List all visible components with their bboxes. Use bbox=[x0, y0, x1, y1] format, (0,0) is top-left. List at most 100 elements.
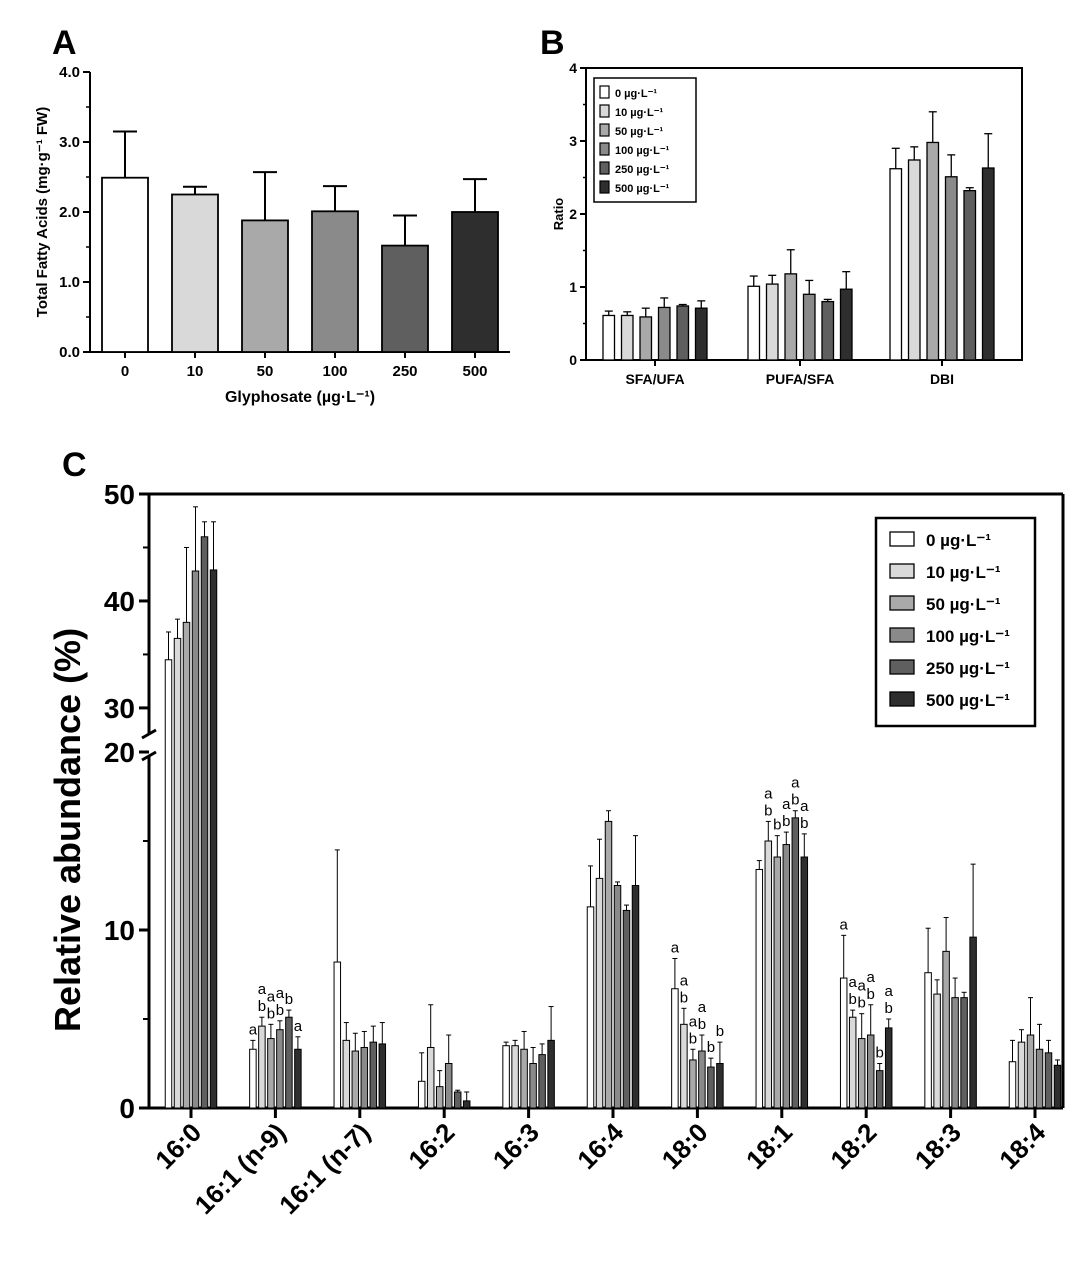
panel-c-bar bbox=[360, 1046, 369, 1109]
panel-c-x-tick-label: 18:4 bbox=[993, 1117, 1051, 1175]
panel-c-significance-letter: b bbox=[707, 1039, 715, 1056]
panel-b-x-tick-label: SFA/UFA bbox=[625, 371, 684, 387]
panel-c-significance-letter: b bbox=[800, 815, 808, 832]
panel-c-bar bbox=[595, 877, 604, 1109]
panel-c-x-tick-label: 16:1 (n-9) bbox=[189, 1117, 292, 1220]
panel-c-legend-label: 250 µg·L⁻¹ bbox=[926, 659, 1010, 678]
panel-c-significance-letter: a bbox=[782, 796, 791, 813]
panel-c-significance-letter: b bbox=[680, 989, 688, 1006]
panel-c-bar bbox=[209, 569, 218, 1109]
panel-c-bar bbox=[267, 1038, 275, 1109]
panel-c-bar bbox=[342, 1039, 351, 1109]
panel-c-x-tick-label: 18:0 bbox=[656, 1117, 714, 1175]
panel-a-bar bbox=[451, 211, 499, 353]
panel-c-x-tick-label: 18:2 bbox=[824, 1117, 882, 1175]
panel-c-legend-swatch bbox=[889, 563, 915, 579]
panel-c-significance-letter: a bbox=[258, 981, 267, 998]
panel-c-y-tick-label: 40 bbox=[104, 586, 135, 617]
panel-b-legend-label: 10 µg·L⁻¹ bbox=[615, 107, 664, 119]
panel-c-bar bbox=[755, 868, 764, 1109]
panel-c-significance-letter: b bbox=[267, 1005, 275, 1022]
panel-b-y-tick-label: 2 bbox=[569, 206, 577, 222]
panel-b-bar bbox=[926, 141, 940, 361]
panel-c-legend-label: 0 µg·L⁻¹ bbox=[926, 531, 991, 550]
panel-b-bar bbox=[765, 283, 779, 361]
panel-c-bar bbox=[435, 1086, 444, 1109]
panel-c-bar bbox=[924, 972, 932, 1109]
panel-b-bar bbox=[657, 306, 671, 361]
panel-b-bar bbox=[620, 314, 634, 361]
panel-c-legend-label: 50 µg·L⁻¹ bbox=[926, 595, 1001, 614]
panel-a-x-axis-label: Glyphosate (µg·L⁻¹) bbox=[225, 389, 375, 406]
panel-a-x-tick-label: 50 bbox=[257, 363, 274, 380]
panel-c-bar bbox=[333, 961, 342, 1109]
panel-b-legend-label: 250 µg·L⁻¹ bbox=[615, 164, 670, 176]
panel-c-bar bbox=[698, 1050, 706, 1109]
panel-c-significance-letter: b bbox=[782, 813, 790, 830]
panel-c-bar bbox=[613, 885, 622, 1109]
panel-c-bar bbox=[285, 1016, 293, 1109]
panel-c-significance-letter: a bbox=[680, 972, 689, 989]
panel-b-legend-swatch bbox=[599, 180, 610, 194]
panel-c-bar bbox=[969, 936, 977, 1109]
panel-c-y-tick-label: 10 bbox=[104, 915, 135, 946]
panel-a-y-tick-label: 4.0 bbox=[59, 64, 80, 81]
panel-c-bar bbox=[173, 637, 182, 1109]
panel-c-significance-letter: b bbox=[698, 1016, 706, 1033]
panel-c-significance-letter: b bbox=[885, 1000, 893, 1017]
panel-a-bar bbox=[381, 244, 429, 353]
panel-c-bar bbox=[258, 1025, 266, 1109]
panel-c-axis-break-mark bbox=[141, 750, 157, 762]
panel-b-legend-swatch bbox=[599, 123, 610, 137]
panel-c-bar bbox=[716, 1063, 724, 1109]
panel-c-label: C bbox=[62, 446, 87, 484]
panel-c-bar bbox=[191, 570, 200, 1109]
panel-c-bar bbox=[502, 1045, 510, 1109]
panel-c-significance-letter: a bbox=[885, 983, 894, 1000]
panel-c-bar bbox=[942, 950, 950, 1109]
panel-c-x-tick-label: 18:1 bbox=[740, 1117, 798, 1175]
panel-a-bar bbox=[241, 219, 289, 353]
panel-c-x-tick-label: 16:1 (n-7) bbox=[273, 1117, 376, 1220]
panel-c-bar bbox=[839, 977, 848, 1109]
panel-c-legend-label: 500 µg·L⁻¹ bbox=[926, 691, 1010, 710]
panel-c-significance-letter: a bbox=[698, 999, 707, 1016]
panel-c-legend-swatch bbox=[889, 531, 915, 547]
panel-c-bar bbox=[426, 1046, 435, 1109]
panel-a-y-tick-label: 1.0 bbox=[59, 274, 80, 291]
panel-c-significance-letter: b bbox=[258, 998, 266, 1015]
panel-c-bar bbox=[417, 1080, 426, 1109]
panel-c-significance-letter: a bbox=[689, 1013, 698, 1030]
panel-c-bar bbox=[369, 1041, 378, 1109]
panel-b-bar bbox=[784, 273, 798, 361]
panel-b-y-tick-label: 3 bbox=[569, 133, 577, 149]
panel-b-bar bbox=[639, 316, 653, 361]
panel-a-bar bbox=[311, 210, 359, 353]
panel-b-bar bbox=[907, 159, 921, 361]
panel-c-significance-letter: a bbox=[249, 1021, 258, 1038]
panel-c-bar bbox=[680, 1023, 688, 1109]
panel-c-legend-label: 100 µg·L⁻¹ bbox=[926, 627, 1010, 646]
panel-c-legend-box bbox=[874, 516, 1037, 728]
panel-c-bar bbox=[1008, 1061, 1017, 1109]
panel-c-bar bbox=[1017, 1041, 1026, 1109]
panel-c-bar bbox=[791, 817, 800, 1109]
panel-c-axis-break-mark bbox=[141, 728, 157, 740]
panel-c-bar bbox=[164, 659, 173, 1109]
panel-a-label: A bbox=[52, 24, 77, 62]
panel-c-y-tick-label: 0 bbox=[119, 1093, 135, 1124]
panel-c-legend-label: 10 µg·L⁻¹ bbox=[926, 563, 1001, 582]
panel-c-bar bbox=[875, 1070, 884, 1109]
panel-c-bar bbox=[294, 1048, 302, 1109]
panel-c-legend-swatch bbox=[889, 659, 915, 675]
panel-c-bar bbox=[631, 885, 640, 1109]
panel-b-x-tick-label: DBI bbox=[930, 371, 954, 387]
panel-c-x-tick-label: 16:2 bbox=[402, 1117, 460, 1175]
panel-b-legend-label: 500 µg·L⁻¹ bbox=[615, 183, 670, 195]
panel-a-y-axis-label: Total Fatty Acids (mg·g⁻¹ FW) bbox=[34, 107, 51, 317]
panel-c-bar bbox=[1035, 1048, 1044, 1109]
panel-b-y-tick-label: 1 bbox=[569, 279, 577, 295]
panel-c-bar bbox=[378, 1043, 387, 1109]
panel-c-bar bbox=[857, 1038, 866, 1109]
